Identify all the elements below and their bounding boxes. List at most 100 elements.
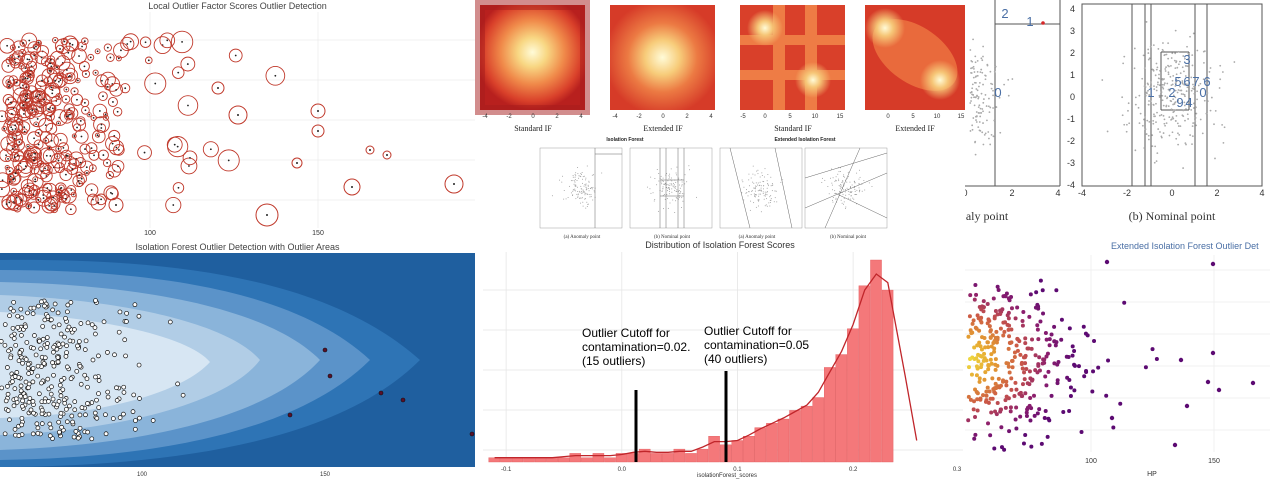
lof-point-circle (60, 194, 71, 204)
eif-point (1021, 355, 1026, 360)
lof-point (31, 109, 34, 112)
iso-inlier-point (42, 317, 48, 323)
eif-point (1090, 389, 1095, 394)
eif-point (1010, 358, 1015, 363)
iso-inlier-point (56, 342, 62, 347)
lof-point-circle (25, 203, 32, 210)
eif-point (976, 359, 981, 364)
iso-inlier-point (50, 396, 56, 402)
lof-point-circle (12, 78, 21, 87)
zoom-ytick: -3 (1067, 158, 1075, 168)
map3-xtick: 15 (837, 114, 844, 120)
lof-point (296, 162, 298, 164)
cutoff-annotation-1-line2: contamination=0.02. (582, 340, 690, 354)
eif-point (1033, 305, 1038, 310)
eif-point (983, 370, 988, 375)
histogram-bar (615, 453, 628, 463)
eif-point (1030, 377, 1035, 382)
eif-point (988, 328, 993, 333)
lof-point (109, 191, 112, 194)
eif-chart: 100 150 HP (965, 255, 1270, 478)
iso-inlier-point (124, 319, 129, 324)
histogram-bar (685, 453, 697, 463)
lof-point (57, 159, 60, 162)
lof-point (0, 188, 3, 190)
map-label-standard-if-2: Standard IF (774, 124, 812, 133)
iso-inlier-point (44, 335, 50, 340)
lof-point-circle (94, 132, 100, 138)
eif-point (1020, 382, 1025, 387)
lof-point (187, 104, 189, 107)
lof-point (1, 115, 3, 118)
iso-inlier-point (114, 385, 119, 391)
lof-point-circle (93, 116, 110, 133)
lof-point-circle (106, 53, 115, 62)
eif-point (1021, 441, 1026, 446)
partition-zoom-panel: 0 2 4 -4 -2 0 2 4 4 3 2 1 0 -1 -2 -3 -4 … (965, 0, 1270, 240)
lof-point (51, 92, 54, 95)
iso-outlier-point (327, 373, 333, 379)
eif-point (1020, 323, 1025, 328)
lof-point (42, 197, 45, 200)
iso-inlier-point (35, 425, 41, 431)
iso-inlier-point (136, 313, 142, 319)
iso-inlier-point (0, 339, 4, 344)
histogram-xtick: -0.1 (501, 467, 512, 473)
eif-point (988, 335, 993, 340)
eif-point (971, 407, 976, 412)
map1-xtick: -2 (506, 114, 512, 120)
eif-point (982, 335, 987, 340)
iso-inlier-point (103, 431, 109, 437)
lof-panel: Local Outlier Factor Scores Outlier Dete… (0, 0, 475, 240)
iso-inlier-point (8, 355, 14, 361)
eif-point (1004, 379, 1009, 384)
lof-point-circle (103, 43, 112, 52)
lof-point-circle (97, 149, 109, 161)
zoom-node-label: 2 (1168, 85, 1175, 100)
eif-point (968, 357, 973, 362)
eif-point (992, 446, 997, 451)
lof-outlier-circle (211, 81, 225, 95)
iso-inlier-point (114, 398, 120, 403)
lof-point (106, 161, 109, 164)
iso-inlier-point (44, 345, 50, 350)
lof-point (14, 124, 17, 127)
eif-point (1067, 409, 1072, 414)
lof-point-circle (23, 149, 33, 159)
zoom-right-xtick: 2 (1214, 188, 1219, 198)
lof-point-circle (16, 106, 31, 121)
iso-inlier-point (96, 353, 101, 359)
lof-point-circle (61, 94, 71, 104)
histogram-bar (604, 457, 616, 463)
lof-point (317, 130, 319, 132)
iso-inlier-point (132, 302, 138, 308)
lof-point (78, 182, 81, 185)
lof-point (34, 178, 37, 181)
lof-point (24, 95, 27, 98)
lof-title: Local Outlier Factor Scores Outlier Dete… (148, 1, 327, 11)
lof-xtick-150: 150 (312, 230, 324, 237)
lof-point-circle (42, 182, 53, 194)
kde-curve (494, 273, 918, 459)
iso-inlier-point (51, 401, 57, 407)
iso-inlier-point (20, 360, 25, 366)
lof-point (10, 101, 12, 104)
lof-point (76, 126, 78, 129)
iso-inlier-point (45, 314, 51, 319)
lof-xtick-100: 100 (144, 230, 156, 237)
iso-inlier-point (18, 393, 23, 399)
eif-point (1018, 390, 1023, 395)
eif-point (977, 379, 982, 384)
lof-point-circle (71, 133, 77, 139)
eif-point (1002, 329, 1007, 334)
eif-point (1012, 350, 1017, 355)
lof-outlier-circle (310, 103, 326, 119)
standard-if-map-1 (480, 5, 585, 110)
iso-inlier-point (24, 340, 30, 345)
eif-point (1023, 433, 1028, 438)
lof-point (13, 156, 16, 158)
iso-inlier-point (180, 392, 186, 398)
iso-inlier-point (30, 431, 36, 437)
lof-outlier-circle (108, 197, 124, 213)
iso-inlier-point (73, 429, 79, 434)
